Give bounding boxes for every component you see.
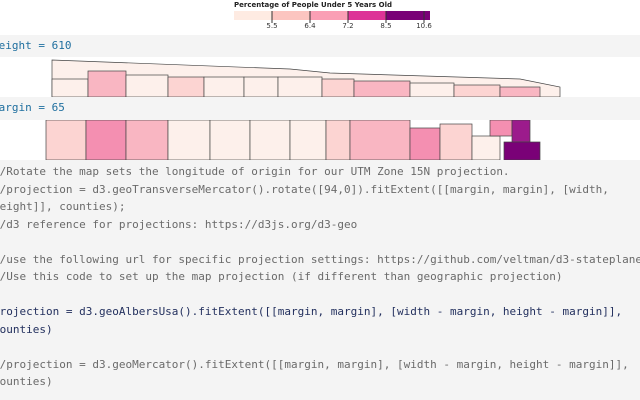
- cell-code: margin = 65: [0, 101, 65, 114]
- legend-tick-label: 7.2: [342, 22, 354, 30]
- code-line: //d3 reference for projections: https://…: [0, 217, 358, 231]
- code-line: counties): [0, 375, 53, 388]
- code-line: //projection = d3.geoTransverseMercator(…: [0, 182, 609, 196]
- code-cell: //Rotate the map sets the longitude of o…: [0, 160, 640, 400]
- legend-tick-label: 10.6: [416, 22, 432, 30]
- cell: height = 610: [0, 35, 640, 57]
- code-line: projection = d3.geoAlbersUsa().fitExtent…: [0, 305, 623, 318]
- cell: margin = 65: [0, 97, 640, 120]
- legend-tick-label: 6.4: [304, 22, 316, 30]
- legend-tick-label: 5.5: [266, 22, 278, 30]
- code-line: //Rotate the map sets the longitude of o…: [0, 165, 510, 178]
- code-line: height]], counties);: [0, 200, 126, 213]
- map-top: [51, 59, 561, 97]
- legend-swatches: [234, 11, 430, 23]
- legend-title: Percentage of People Under 5 Years Old: [234, 1, 392, 9]
- code-line: //Use this code to set up the map projec…: [0, 270, 563, 283]
- legend-tick-label: 8.5: [380, 22, 392, 30]
- code-line: counties): [0, 322, 53, 336]
- code-line: //use the following url for specific pro…: [0, 252, 640, 266]
- code-line: //projection = d3.geoMercator().fitExten…: [0, 357, 629, 371]
- map-bottom: [45, 120, 541, 160]
- cell-code: height = 610: [0, 39, 72, 52]
